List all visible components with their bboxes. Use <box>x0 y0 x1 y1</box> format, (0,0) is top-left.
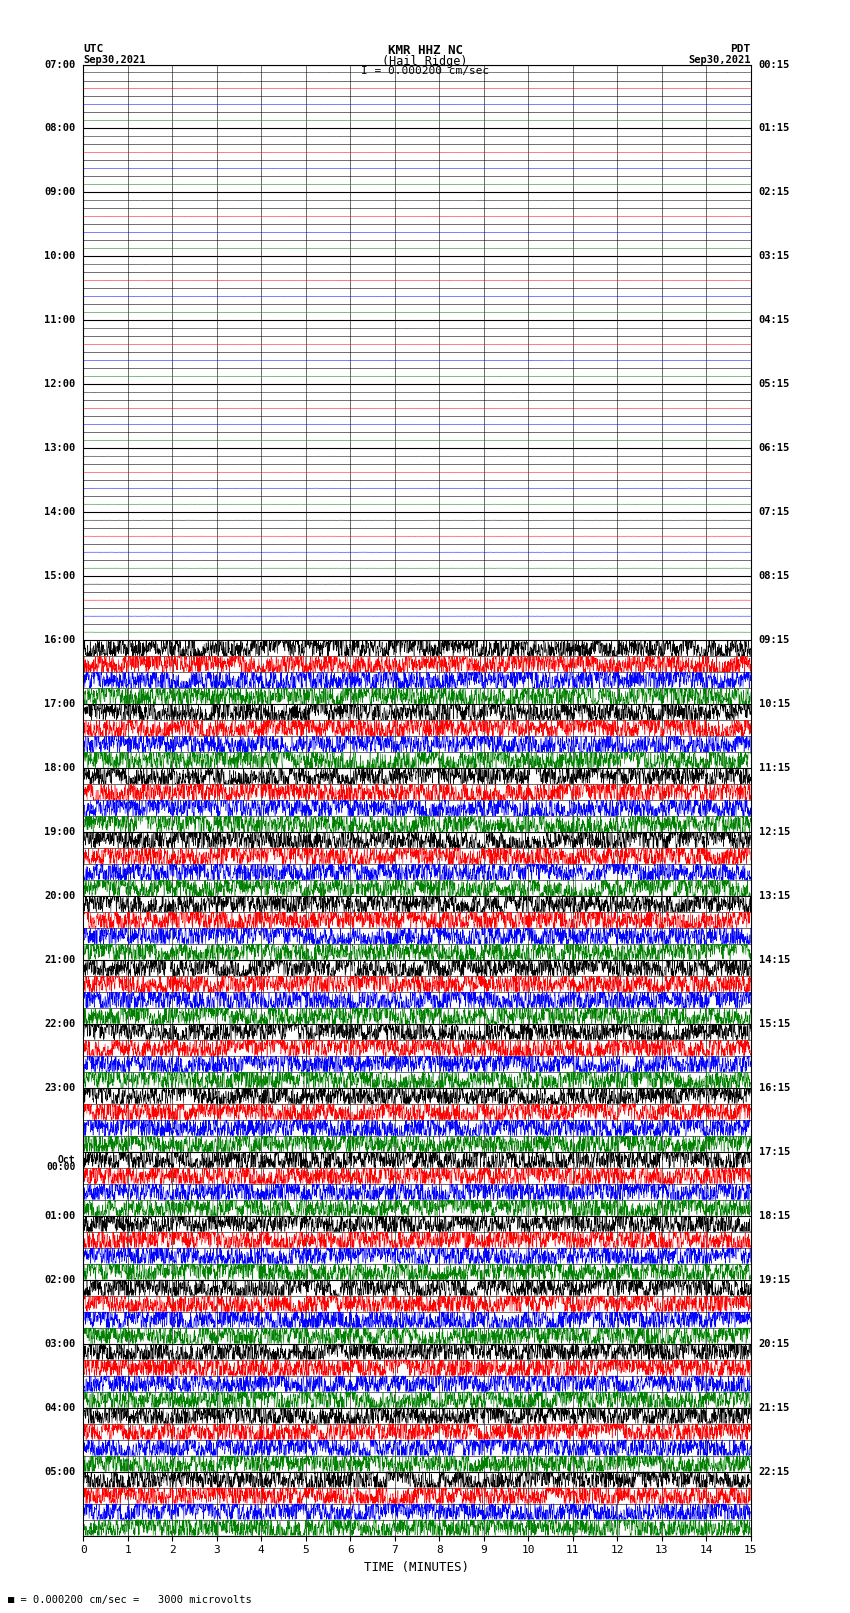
Text: 03:00: 03:00 <box>44 1339 76 1348</box>
Text: 10:15: 10:15 <box>758 698 790 710</box>
Text: 02:00: 02:00 <box>44 1274 76 1284</box>
Text: 13:15: 13:15 <box>758 890 790 902</box>
Text: 02:15: 02:15 <box>758 187 790 197</box>
Text: 17:00: 17:00 <box>44 698 76 710</box>
Text: 20:00: 20:00 <box>44 890 76 902</box>
Text: 16:15: 16:15 <box>758 1082 790 1094</box>
Text: PDT: PDT <box>730 44 751 53</box>
Text: 19:00: 19:00 <box>44 827 76 837</box>
Text: 20:15: 20:15 <box>758 1339 790 1348</box>
Text: 22:15: 22:15 <box>758 1466 790 1476</box>
Text: 09:00: 09:00 <box>44 187 76 197</box>
Text: 18:00: 18:00 <box>44 763 76 773</box>
Text: (Hail Ridge): (Hail Ridge) <box>382 55 468 68</box>
Text: 04:15: 04:15 <box>758 316 790 326</box>
Text: ■ = 0.000200 cm/sec =   3000 microvolts: ■ = 0.000200 cm/sec = 3000 microvolts <box>8 1595 252 1605</box>
Text: 23:00: 23:00 <box>44 1082 76 1094</box>
Text: 21:00: 21:00 <box>44 955 76 965</box>
Text: 12:00: 12:00 <box>44 379 76 389</box>
Text: 06:15: 06:15 <box>758 444 790 453</box>
Text: 05:15: 05:15 <box>758 379 790 389</box>
Text: 05:00: 05:00 <box>44 1466 76 1476</box>
Text: 07:15: 07:15 <box>758 506 790 518</box>
Text: 00:00: 00:00 <box>46 1163 76 1173</box>
Text: 15:00: 15:00 <box>44 571 76 581</box>
Text: 01:00: 01:00 <box>44 1211 76 1221</box>
Text: 18:15: 18:15 <box>758 1211 790 1221</box>
Text: 03:15: 03:15 <box>758 252 790 261</box>
Text: 09:15: 09:15 <box>758 636 790 645</box>
Text: 08:00: 08:00 <box>44 124 76 134</box>
Text: Sep30,2021: Sep30,2021 <box>83 55 146 65</box>
Text: Oct: Oct <box>58 1155 76 1165</box>
Text: 10:00: 10:00 <box>44 252 76 261</box>
Text: 12:15: 12:15 <box>758 827 790 837</box>
Text: 04:00: 04:00 <box>44 1403 76 1413</box>
Text: 19:15: 19:15 <box>758 1274 790 1284</box>
Text: UTC: UTC <box>83 44 104 53</box>
Text: 17:15: 17:15 <box>758 1147 790 1157</box>
X-axis label: TIME (MINUTES): TIME (MINUTES) <box>365 1561 469 1574</box>
Text: 08:15: 08:15 <box>758 571 790 581</box>
Text: 01:15: 01:15 <box>758 124 790 134</box>
Text: Sep30,2021: Sep30,2021 <box>688 55 751 65</box>
Text: KMR HHZ NC: KMR HHZ NC <box>388 44 462 56</box>
Text: 22:00: 22:00 <box>44 1019 76 1029</box>
Text: 00:15: 00:15 <box>758 60 790 69</box>
Text: 14:00: 14:00 <box>44 506 76 518</box>
Text: 16:00: 16:00 <box>44 636 76 645</box>
Text: I = 0.000200 cm/sec: I = 0.000200 cm/sec <box>361 66 489 76</box>
Text: 14:15: 14:15 <box>758 955 790 965</box>
Text: 13:00: 13:00 <box>44 444 76 453</box>
Text: 11:15: 11:15 <box>758 763 790 773</box>
Text: 11:00: 11:00 <box>44 316 76 326</box>
Text: 21:15: 21:15 <box>758 1403 790 1413</box>
Text: 15:15: 15:15 <box>758 1019 790 1029</box>
Text: 07:00: 07:00 <box>44 60 76 69</box>
